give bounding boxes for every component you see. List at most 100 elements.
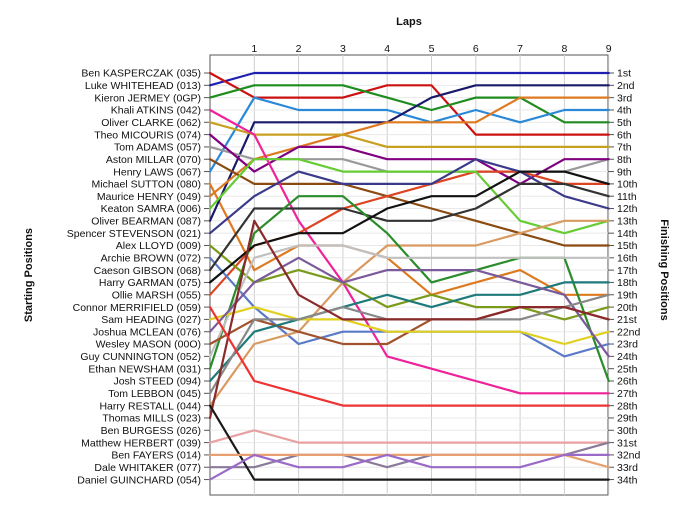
starting-position-label: Tom LEBBON (045) — [108, 388, 201, 400]
driver-line-18 — [208, 182, 610, 272]
finishing-position-label: 9th — [617, 166, 632, 178]
starting-position-label: Kieron JERMEY (0GP) — [94, 92, 201, 104]
starting-position-label: Michael SUTTON (080) — [91, 179, 201, 191]
starting-position-label: Theo MICOURIS (074) — [94, 129, 201, 141]
finishing-position-label: 25th — [617, 363, 638, 375]
lap-tick-label: 7 — [517, 43, 523, 55]
starting-position-label: Josh STEED (094) — [113, 376, 201, 388]
starting-position-label: Aston MILLAR (070) — [106, 154, 201, 166]
starting-position-label: Luke WHITEHEAD (013) — [85, 80, 201, 92]
finishing-position-label: 24th — [617, 351, 638, 363]
starting-position-label: Archie BROWN (072) — [101, 253, 201, 265]
starting-position-label: Ben KASPERCZAK (035) — [81, 68, 201, 80]
starting-position-label: Dale WHITAKER (077) — [94, 462, 201, 474]
lap-tick-label: 3 — [340, 43, 346, 55]
lap-tick-label: 9 — [606, 43, 612, 55]
starting-position-label: Ethan NEWSHAM (031) — [88, 363, 201, 375]
finishing-position-label: 21st — [617, 314, 637, 326]
lap-tick-label: 5 — [429, 43, 435, 55]
finishing-position-label: 22nd — [617, 326, 641, 338]
finishing-position-label: 7th — [617, 142, 632, 154]
finishing-position-label: 12th — [617, 203, 638, 215]
finishing-position-label: 10th — [617, 179, 638, 191]
starting-position-label: Maurice HENRY (049) — [97, 191, 201, 203]
starting-position-label: Harry RESTALL (044) — [99, 400, 201, 412]
driver-line-29 — [208, 306, 610, 407]
driver-line-24 — [208, 306, 610, 346]
finishing-position-label: 29th — [617, 413, 638, 425]
finishing-position-label: 26th — [617, 376, 638, 388]
starting-position-label: Wesley MASON (00O) — [96, 339, 201, 351]
starting-position-label: Guy CUNNINGTON (052) — [80, 351, 201, 363]
starting-position-label: Connor MERRIFIELD (059) — [73, 302, 201, 314]
lap-tick-label: 8 — [561, 43, 567, 55]
y-axis-title-right: Finishing Positions — [658, 219, 670, 320]
label-layer: Ben KASPERCZAK (035)Luke WHITEHEAD (013)… — [67, 68, 641, 487]
starting-position-label: Thomas MILLS (023) — [102, 413, 201, 425]
starting-position-label: Henry LAWS (067) — [113, 166, 201, 178]
driver-line-12 — [208, 108, 610, 395]
x-axis-title: Laps — [396, 16, 422, 28]
driver-line-1 — [208, 71, 610, 87]
driver-line-21 — [208, 170, 610, 284]
driver-line-3 — [208, 84, 610, 124]
y-axis-title-left: Starting Positions — [23, 228, 35, 322]
lap-tick-label: 6 — [473, 43, 479, 55]
finishing-position-label: 20th — [617, 302, 638, 314]
finishing-position-label: 33rd — [617, 462, 638, 474]
finishing-position-label: 17th — [617, 265, 638, 277]
finishing-position-label: 13th — [617, 216, 638, 228]
starting-position-label: Sam HEADING (027) — [101, 314, 201, 326]
finishing-position-label: 30th — [617, 425, 638, 437]
finishing-position-label: 8th — [617, 154, 632, 166]
driver-line-22 — [208, 244, 610, 358]
driver-line-19 — [208, 219, 610, 407]
starting-position-label: Keaton SAMRA (006) — [101, 203, 201, 215]
finishing-position-label: 31st — [617, 437, 637, 449]
finishing-position-label: 18th — [617, 277, 638, 289]
driver-line-28 — [208, 219, 610, 420]
driver-line-30 — [208, 429, 610, 444]
finishing-position-label: 15th — [617, 240, 638, 252]
starting-position-label: Matthew HERBERT (039) — [81, 437, 201, 449]
finishing-position-label: 23rd — [617, 339, 638, 351]
lap-tick-label: 4 — [384, 43, 390, 55]
starting-position-label: Ollie MARSH (055) — [112, 289, 201, 301]
driver-line-32 — [208, 404, 610, 481]
series-layer — [208, 71, 610, 481]
finishing-position-label: 3rd — [617, 92, 632, 104]
finishing-position-label: 6th — [617, 129, 632, 141]
starting-position-label: Spencer STEVENSON (021) — [67, 228, 201, 240]
finishing-position-label: 14th — [617, 228, 638, 240]
starting-position-label: Alex LLOYD (009) — [116, 240, 201, 252]
lap-tick-label: 2 — [296, 43, 302, 55]
starting-position-label: Daniel GUINCHARD (054) — [77, 474, 201, 486]
lap-tick-label: 1 — [251, 43, 257, 55]
starting-position-label: Ben FAYERS (014) — [111, 450, 201, 462]
starting-position-label: Oliver BEARMAN (087) — [91, 216, 201, 228]
starting-position-label: Oliver CLARKE (062) — [101, 117, 201, 129]
driver-line-8 — [208, 96, 610, 198]
driver-line-34 — [208, 453, 610, 481]
finishing-position-label: 28th — [617, 400, 638, 412]
driver-line-9 — [208, 121, 610, 148]
finishing-position-label: 27th — [617, 388, 638, 400]
finishing-position-label: 19th — [617, 289, 638, 301]
driver-line-26 — [208, 256, 610, 358]
starting-position-label: Tom ADAMS (057) — [114, 142, 201, 154]
finishing-position-label: 5th — [617, 117, 632, 129]
driver-line-2 — [208, 71, 610, 136]
finishing-position-label: 16th — [617, 253, 638, 265]
driver-line-6 — [208, 84, 610, 222]
driver-line-33 — [208, 453, 610, 469]
starting-position-label: Ben BURGESS (026) — [101, 425, 201, 437]
starting-position-label: Joshua MCLEAN (076) — [93, 326, 201, 338]
starting-position-label: Harry GARMAN (075) — [99, 277, 201, 289]
finishing-position-label: 1st — [617, 68, 631, 80]
finishing-position-label: 32nd — [617, 450, 641, 462]
starting-position-label: Caeson GIBSON (068) — [94, 265, 201, 277]
finishing-position-label: 11th — [617, 191, 637, 203]
finishing-position-label: 2nd — [617, 80, 635, 92]
